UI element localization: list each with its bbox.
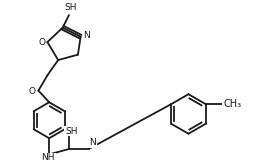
Text: O: O [38,38,45,47]
Text: O: O [29,87,35,96]
Text: NH: NH [41,153,55,163]
Text: CH₃: CH₃ [223,99,242,109]
Text: N: N [89,138,96,147]
Text: N: N [84,31,90,40]
Text: SH: SH [64,3,77,12]
Text: SH: SH [66,127,78,135]
